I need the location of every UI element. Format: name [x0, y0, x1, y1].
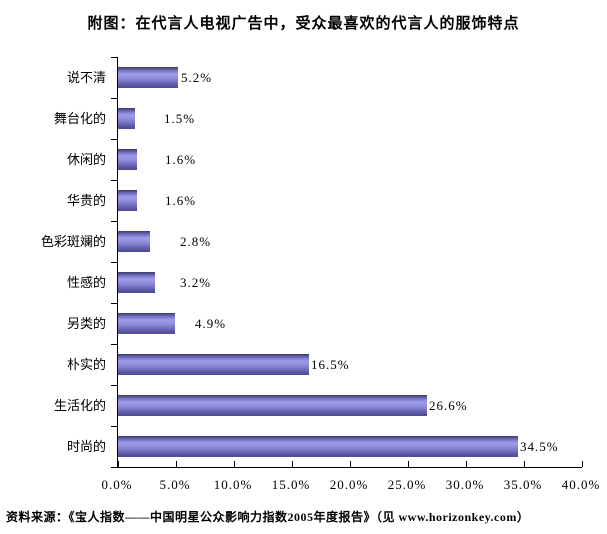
x-tick-label: 5.0% [159, 477, 191, 492]
x-axis-tick [234, 461, 235, 467]
bar-row: 2.8% [118, 221, 582, 262]
bar-value-label: 1.5% [164, 111, 196, 126]
bar [118, 272, 155, 293]
category-label: 说不清 [66, 70, 106, 85]
category-label: 舞台化的 [53, 111, 106, 126]
bar-row: 34.5% [118, 426, 582, 467]
y-axis-tick [111, 262, 118, 263]
bar-value-label: 34.5% [520, 439, 559, 454]
x-axis-tick [466, 461, 467, 467]
y-axis-tick [111, 344, 118, 345]
x-tick-label: 20.0% [329, 477, 369, 492]
x-axis-tick [524, 461, 525, 467]
bar [118, 354, 309, 375]
x-axis-tick [350, 461, 351, 467]
bar-value-label: 5.2% [181, 70, 213, 85]
bar [118, 149, 137, 170]
bar [118, 395, 427, 416]
x-tick-label: 40.0% [561, 477, 601, 492]
bar [118, 190, 137, 211]
bar [118, 231, 150, 252]
bar-row: 3.2% [118, 262, 582, 303]
category-label: 性感的 [66, 275, 106, 290]
x-tick-label: 0.0% [101, 477, 133, 492]
x-tick-label: 25.0% [387, 477, 427, 492]
category-label: 华贵的 [66, 193, 106, 208]
bar-row: 5.2% [118, 57, 582, 98]
y-axis-tick [111, 180, 118, 181]
category-label: 另类的 [66, 316, 106, 331]
bar-value-label: 1.6% [165, 193, 197, 208]
plot-area: 5.2% 1.5% 1.6% 1.6% 2.8% 3.2% 4.9% 16.5% 26.6% 34… [111, 57, 583, 468]
bar-row: 1.6% [118, 180, 582, 221]
bar-row: 26.6% [118, 385, 582, 426]
bar-row: 16.5% [118, 344, 582, 385]
bar-value-label: 4.9% [195, 316, 227, 331]
x-tick-label: 35.0% [503, 477, 543, 492]
bar-row: 1.6% [118, 139, 582, 180]
x-axis-tick-labels: 0.0% 5.0% 10.0% 15.0% 20.0% 25.0% 30.0% 35.0% 40… [0, 477, 607, 497]
bar-value-label: 3.2% [180, 275, 212, 290]
bar-row: 4.9% [118, 303, 582, 344]
y-axis-tick [111, 385, 118, 386]
x-axis-tick [176, 461, 177, 467]
category-label: 生活化的 [53, 398, 106, 413]
x-axis-tick [292, 461, 293, 467]
x-axis-tick [118, 461, 119, 467]
x-axis-tick [408, 461, 409, 467]
bar [118, 313, 175, 334]
x-tick-label: 10.0% [213, 477, 253, 492]
y-axis-tick [111, 98, 118, 99]
x-tick-label: 15.0% [271, 477, 311, 492]
bar [118, 436, 518, 457]
bar-value-label: 1.6% [165, 152, 197, 167]
category-label: 时尚的 [66, 439, 106, 454]
y-axis-tick [111, 221, 118, 222]
y-axis-category-labels: 说不清舞台化的休闲的华贵的色彩斑斓的性感的另类的朴实的生活化的时尚的 [0, 57, 112, 467]
bar-value-label: 16.5% [311, 357, 350, 372]
bar-value-label: 26.6% [429, 398, 468, 413]
bar [118, 67, 178, 88]
x-axis-tick [582, 461, 583, 467]
bar-row: 1.5% [118, 98, 582, 139]
bar [118, 108, 135, 129]
x-tick-label: 30.0% [445, 477, 485, 492]
y-axis-tick [111, 303, 118, 304]
category-label: 色彩斑斓的 [40, 234, 106, 249]
y-axis-tick [111, 426, 118, 427]
chart-title: 附图：在代言人电视广告中，受众最喜欢的代言人的服饰特点 [87, 16, 520, 32]
y-axis-tick [111, 57, 118, 58]
bar-value-label: 2.8% [180, 234, 212, 249]
y-axis-tick [111, 467, 118, 468]
category-label: 朴实的 [66, 357, 106, 372]
y-axis-tick [111, 139, 118, 140]
category-label: 休闲的 [66, 152, 106, 167]
source-note: 资料来源：《宝人指数——中国明星公众影响力指数2005年度报告》（见 www.h… [6, 510, 530, 524]
